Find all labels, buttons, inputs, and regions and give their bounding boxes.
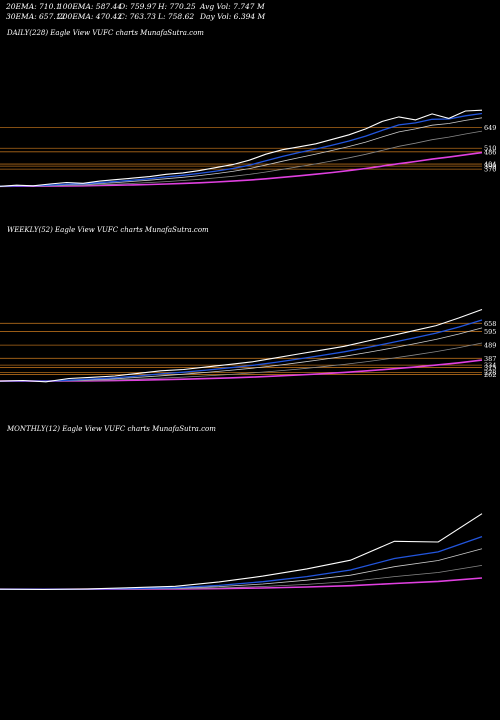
price-level-label: 262 [484, 371, 496, 379]
open-stat: O: 759.97 [119, 2, 157, 11]
price-level-label: 658 [484, 320, 496, 328]
ema-fast-line [0, 112, 483, 187]
price-level-label: 387 [484, 355, 496, 363]
ema-fast-line [0, 319, 483, 382]
ema-mid-line [0, 327, 483, 382]
ema100-stat: 100EMA: 587.44 [58, 2, 123, 11]
high-stat: H: 770.25 [158, 2, 196, 11]
price-level-label: 404 [484, 161, 496, 169]
price-line [0, 513, 483, 591]
price-level-label: 649 [484, 124, 496, 132]
avg-vol-stat: Avg Vol: 7.747 M [200, 2, 265, 11]
price-level-label: 370 [484, 166, 496, 174]
ema-slow-line [0, 342, 483, 382]
ema-slow-line [0, 130, 483, 187]
low-stat: L: 758.62 [158, 12, 195, 21]
price-level-label: 486 [484, 148, 496, 156]
price-level-label: 334 [484, 362, 496, 370]
ema-fast-line [0, 535, 483, 590]
panel-title: MONTHLY(12) Eagle View VUFC charts Munaf… [6, 425, 216, 433]
price-level-label: 595 [484, 328, 496, 336]
price-line [0, 109, 483, 187]
ema20-stat: 20EMA: 710.1 [6, 2, 61, 11]
price-line [0, 308, 483, 383]
panel-title: WEEKLY(52) Eagle View VUFC charts Munafa… [7, 226, 209, 234]
panel-title: DAILY(228) Eagle View VUFC charts Munafa… [6, 29, 204, 37]
price-level-label: 315 [484, 364, 496, 372]
price-level-label: 489 [484, 342, 496, 350]
ema200-stat: 200EMA: 470.42 [58, 12, 123, 21]
close-stat: C: 763.73 [119, 12, 156, 21]
ema200-line [0, 151, 483, 188]
ema30-stat: 30EMA: 657.12 [6, 12, 66, 21]
price-level-label: 510 [484, 145, 496, 153]
day-vol-stat: Day Vol: 6.394 M [200, 12, 266, 21]
price-level-label: 390 [484, 163, 496, 171]
price-level-label: 278 [484, 369, 496, 377]
